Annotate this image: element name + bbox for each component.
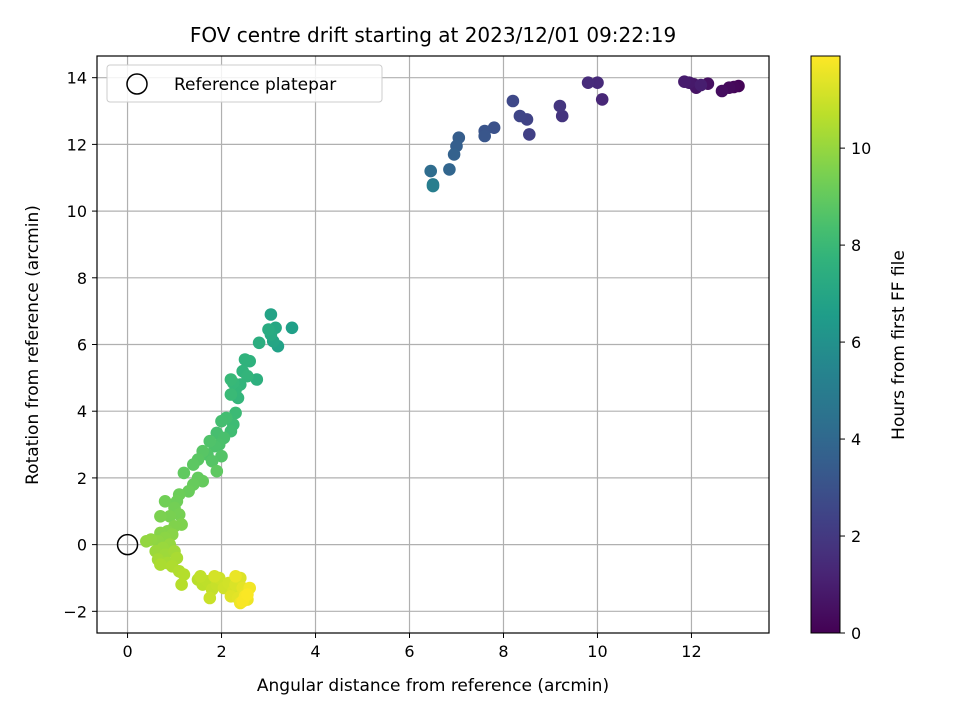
legend-frame — [106, 64, 383, 103]
data-point — [215, 414, 228, 428]
data-point — [229, 570, 242, 583]
colorbar-tick-label: 8 — [851, 236, 861, 255]
data-point — [443, 163, 456, 176]
data-point — [238, 353, 252, 366]
y-axis-label: Rotation from reference (arcmin) — [23, 205, 43, 485]
data-point — [513, 109, 527, 123]
data-point — [158, 495, 172, 508]
colorbar-tick-label: 0 — [851, 624, 861, 643]
colorbar: 0 2 4 6 8 10 — [810, 55, 871, 643]
data-point — [140, 535, 153, 548]
data-point — [224, 388, 238, 401]
data-point — [187, 458, 200, 471]
colorbar-tick-label: 6 — [851, 333, 861, 352]
x-tick-label: 4 — [310, 642, 320, 661]
data-point — [595, 93, 609, 106]
legend: Reference platepar — [106, 64, 383, 103]
y-tick-label: 8 — [77, 269, 87, 288]
data-point — [715, 84, 729, 98]
data-point — [262, 323, 275, 336]
data-point — [252, 336, 266, 350]
y-tick-label: 6 — [77, 336, 87, 355]
data-point — [447, 148, 461, 161]
data-point — [203, 591, 217, 605]
data-point — [172, 508, 186, 521]
data-point — [523, 128, 536, 141]
data-point — [553, 99, 567, 113]
y-tick-label: 2 — [77, 469, 87, 488]
data-point — [678, 75, 691, 88]
y-tick-label: 10 — [67, 202, 87, 221]
data-point — [591, 76, 604, 89]
data-point — [177, 466, 191, 480]
x-axis-label: Angular distance from reference (arcmin) — [257, 676, 609, 696]
legend-marker-reference — [126, 73, 148, 95]
data-point — [224, 373, 238, 386]
x-tick-label: 12 — [681, 642, 701, 661]
data-point — [215, 449, 228, 463]
y-tick-label: 12 — [67, 135, 87, 154]
colorbar-bar — [810, 55, 841, 634]
y-tick-label: 14 — [67, 69, 87, 88]
y-tick-label: 0 — [77, 536, 87, 555]
data-point — [154, 558, 167, 571]
data-point — [694, 78, 708, 92]
data-point — [205, 454, 219, 468]
data-point — [177, 568, 191, 581]
data-point — [194, 570, 207, 583]
data-point — [555, 109, 569, 123]
data-point — [203, 434, 217, 448]
data-point — [581, 76, 595, 89]
x-tick-label: 8 — [498, 642, 508, 661]
reference-platepar-marker — [116, 533, 139, 556]
data-point — [424, 164, 438, 178]
data-point — [154, 510, 167, 523]
colorbar-tick-label: 2 — [851, 527, 861, 546]
data-point — [426, 179, 440, 193]
data-point — [175, 578, 188, 591]
legend-label-reference: Reference platepar — [174, 75, 336, 95]
colorbar-tick-label: 10 — [851, 139, 871, 158]
data-point — [163, 510, 177, 523]
x-tick-label: 0 — [122, 642, 132, 661]
plot-area: 0 2 4 6 8 10 12 −2 0 2 4 6 8 10 12 14 — [63, 55, 770, 661]
data-point — [229, 406, 242, 420]
colorbar-label: Hours from first FF file — [889, 250, 909, 440]
chart-title: FOV centre drift starting at 2023/12/01 … — [190, 23, 676, 47]
data-point — [264, 308, 278, 321]
data-point — [210, 464, 224, 478]
y-tick-label: −2 — [63, 602, 87, 621]
y-tick-label: 4 — [77, 402, 87, 421]
x-tick-label: 6 — [404, 642, 414, 661]
data-point — [241, 588, 254, 601]
colorbar-tick-label: 4 — [851, 430, 861, 449]
data-point — [241, 369, 254, 383]
x-tick-label: 2 — [216, 642, 226, 661]
x-tick-label: 10 — [587, 642, 607, 661]
data-point — [478, 129, 492, 143]
data-point — [506, 94, 520, 108]
data-point — [285, 321, 299, 335]
data-point — [208, 570, 221, 583]
